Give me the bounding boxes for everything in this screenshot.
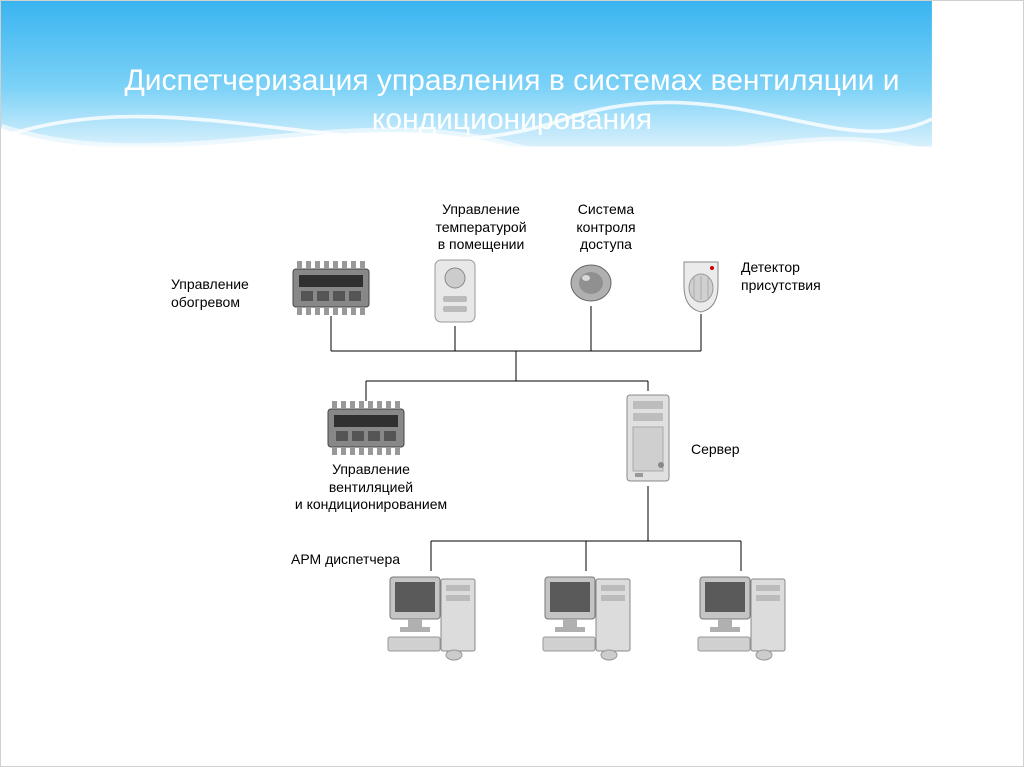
slide-title: Диспетчеризация управления в системах ве…: [1, 61, 1023, 139]
slide: Диспетчеризация управления в системах ве…: [0, 0, 1024, 767]
connection-lines: [121, 201, 901, 711]
network-diagram: Управлениеобогревом Управлениетемператур…: [121, 201, 901, 711]
